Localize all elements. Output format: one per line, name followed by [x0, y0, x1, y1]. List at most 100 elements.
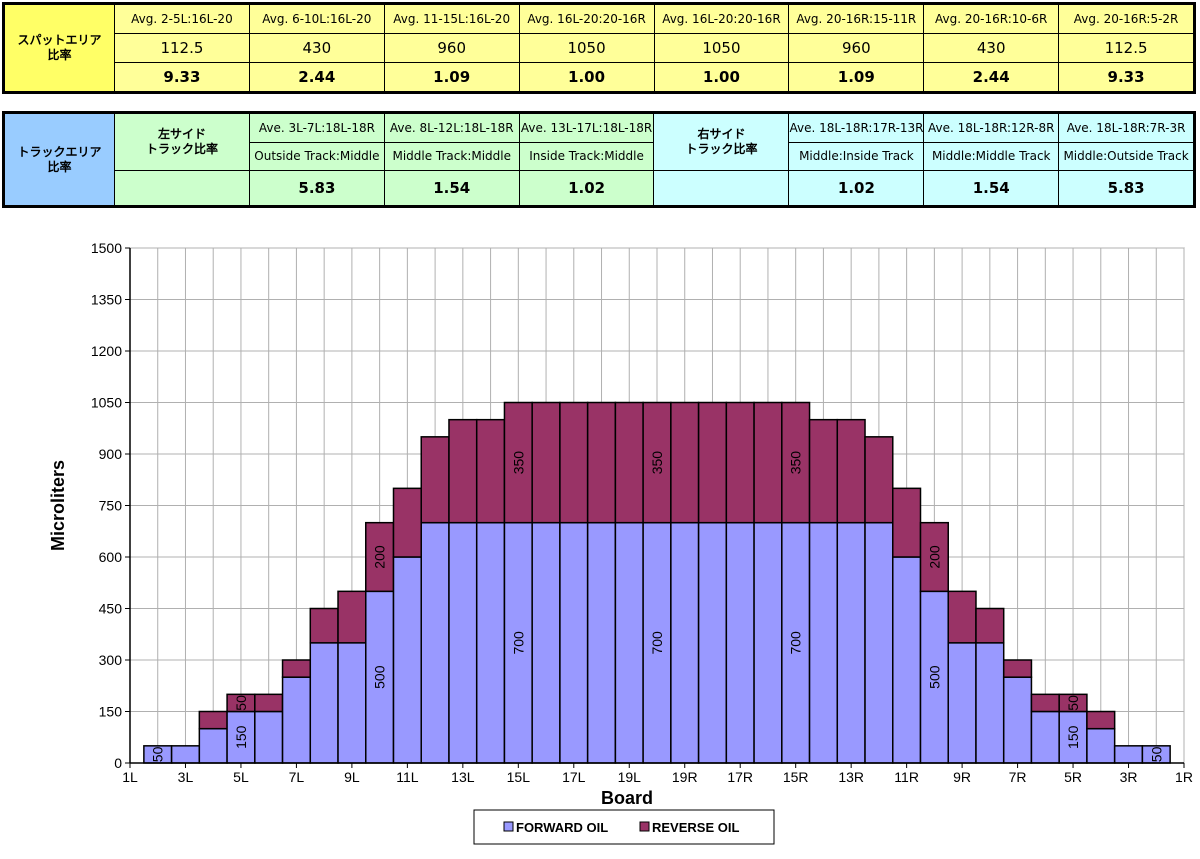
- spot-header-cell: Avg. 16L-20:20-16R: [653, 4, 790, 34]
- spot-area-table: スパットエリア 比率 Avg. 2-5L:16L-20 Avg. 6-10L:16L…: [4, 4, 1194, 92]
- spot-ratio-cell: 9.33: [114, 62, 250, 92]
- reverse-oil-bar: [725, 401, 755, 524]
- spot-ratio-cell: 2.44: [923, 62, 1060, 92]
- left-side-track-label-text: 左サイド トラック比率: [145, 127, 218, 157]
- x-tick-label: 9R: [953, 769, 971, 785]
- legend-label: REVERSE OIL: [652, 820, 739, 835]
- data-label: 350: [510, 451, 526, 475]
- reverse-oil-bar: [420, 436, 450, 524]
- left-track-ratio-cell: 1.02: [518, 170, 655, 206]
- forward-oil-bar: [337, 642, 367, 764]
- x-tick-label: 19R: [672, 769, 698, 785]
- reverse-oil-bar: [697, 401, 728, 524]
- reverse-oil-bar: [642, 401, 672, 524]
- reverse-oil-bar: [1086, 710, 1116, 730]
- spot-ratio-cell: 2.44: [248, 62, 385, 92]
- x-tick-label: 11L: [396, 769, 419, 785]
- y-tick-label: 600: [99, 549, 123, 565]
- reverse-oil-bar: [309, 607, 339, 644]
- spot-value-cell: 1050: [653, 33, 790, 63]
- left-track-ratio-cell: 1.54: [383, 170, 520, 206]
- left-empty-cell: [114, 170, 250, 206]
- data-label: 200: [926, 545, 942, 569]
- data-label: 350: [649, 451, 665, 475]
- forward-oil-bar: [1086, 727, 1116, 764]
- reverse-oil-bar: [1058, 693, 1088, 713]
- y-tick-label: 300: [99, 652, 123, 668]
- forward-oil-bar: [531, 521, 561, 764]
- right-side-track-label-text: 右サイド トラック比率: [685, 127, 758, 157]
- forward-oil-bar: [309, 642, 339, 764]
- spot-header-cell: Avg. 16L-20:20-16R: [518, 4, 655, 34]
- right-track-ratio-cell: 5.83: [1058, 170, 1194, 206]
- x-tick-label: 5R: [1064, 769, 1082, 785]
- right-track-ratio-cell: 1.02: [788, 170, 925, 206]
- forward-oil-bar: [697, 521, 728, 764]
- legend-label: FORWARD OIL: [516, 820, 608, 835]
- reverse-oil-bar: [503, 401, 533, 524]
- reverse-oil-bar: [975, 607, 1005, 644]
- y-tick-label: 750: [99, 498, 123, 514]
- spot-header-cell: Avg. 20-16R:10-6R: [923, 4, 1060, 34]
- spot-header-cell: Avg. 2-5L:16L-20: [114, 4, 250, 34]
- data-label: 50: [233, 695, 249, 711]
- data-label: 700: [510, 631, 526, 655]
- data-label: 500: [372, 665, 388, 689]
- x-tick-label: 5L: [233, 769, 249, 785]
- forward-oil-bar: [503, 521, 533, 764]
- reverse-oil-bar: [892, 487, 922, 558]
- right-track-description-cell: Middle:Middle Track: [923, 141, 1060, 172]
- x-tick-label: 13L: [451, 769, 475, 785]
- spot-ratio-cell: 9.33: [1058, 62, 1194, 92]
- spot-ratio-cell: 1.09: [383, 62, 520, 92]
- forward-oil-bar: [670, 521, 700, 764]
- spot-value-cell: 960: [788, 33, 925, 63]
- track-area-label: トラックエリア 比率: [4, 113, 115, 206]
- data-label: 700: [649, 631, 665, 655]
- right-track-description-cell: Middle:Outside Track: [1058, 141, 1194, 172]
- forward-oil-bar: [475, 521, 506, 764]
- x-tick-label: 7R: [1009, 769, 1027, 785]
- forward-oil-bar: [947, 642, 977, 764]
- data-label: 500: [926, 665, 942, 689]
- data-label: 150: [233, 725, 249, 749]
- forward-oil-bar: [753, 521, 783, 764]
- forward-oil-bar: [919, 590, 949, 764]
- forward-oil-bar: [975, 642, 1005, 764]
- spot-header-cell: Avg. 6-10L:16L-20: [248, 4, 385, 34]
- spot-header-cell: Avg. 20-16R:15-11R: [788, 4, 925, 34]
- x-tick-label: 17L: [562, 769, 586, 785]
- right-side-track-label: 右サイド トラック比率: [653, 112, 790, 172]
- right-track-description-cell: Middle:Inside Track: [788, 141, 925, 172]
- forward-oil-bar: [448, 521, 478, 764]
- data-label: 50: [150, 746, 166, 762]
- legend-swatch: [503, 821, 514, 832]
- forward-oil-bar: [892, 556, 922, 764]
- reverse-oil-bar: [586, 401, 617, 524]
- forward-oil-bar: [420, 521, 450, 764]
- data-label: 700: [788, 631, 804, 655]
- forward-oil-bar: [254, 710, 284, 764]
- spot-value-cell: 430: [923, 33, 1060, 63]
- left-track-description-cell: Middle Track:Middle: [383, 141, 520, 172]
- left-track-header-cell: Ave. 3L-7L:18L-18R: [249, 113, 385, 143]
- forward-oil-bar: [586, 521, 617, 764]
- x-axis-title: Board: [601, 788, 653, 808]
- x-tick-label: 9L: [344, 769, 360, 785]
- forward-oil-bar: [170, 745, 201, 764]
- track-area-panel: トラックエリア 比率 左サイド トラック比率 Ave. 3L-7L:18L-18R A…: [2, 111, 1196, 208]
- forward-oil-bar: [836, 521, 866, 764]
- reverse-oil-bar: [281, 659, 312, 678]
- legend-box: [473, 809, 775, 845]
- forward-oil-bar: [559, 521, 589, 764]
- x-tick-label: 7L: [289, 769, 305, 785]
- y-tick-label: 1200: [91, 343, 122, 359]
- reverse-oil-bar: [559, 401, 589, 524]
- forward-oil-bar: [392, 556, 422, 764]
- x-tick-label: 13R: [838, 769, 864, 785]
- forward-oil-bar: [281, 676, 312, 764]
- forward-oil-bar: [1113, 745, 1144, 764]
- reverse-oil-bar: [864, 436, 894, 524]
- reverse-oil-bar: [198, 710, 228, 730]
- reverse-oil-bar: [475, 418, 506, 524]
